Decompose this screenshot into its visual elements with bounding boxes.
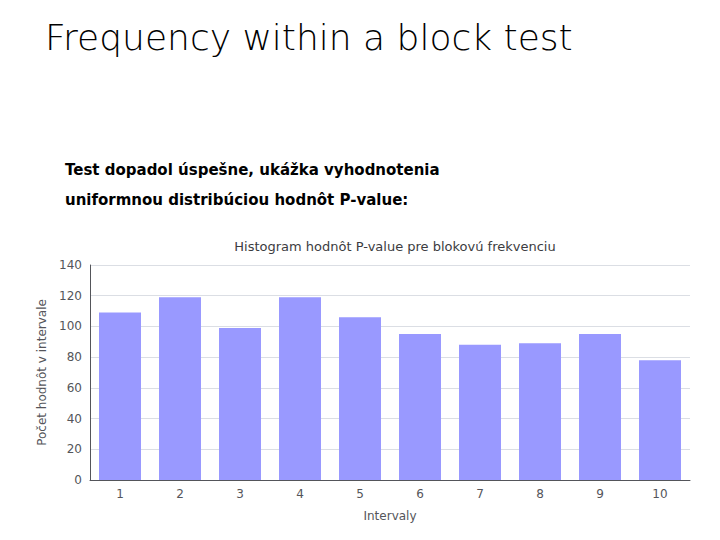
svg-text:2: 2 <box>176 487 184 501</box>
svg-text:Intervaly: Intervaly <box>363 509 416 523</box>
svg-text:5: 5 <box>356 487 364 501</box>
svg-text:Test dopadol úspešne, ukážka v: Test dopadol úspešne, ukážka vyhodnoteni… <box>65 161 440 179</box>
svg-text:140: 140 <box>59 258 82 272</box>
svg-text:40: 40 <box>67 412 82 426</box>
svg-text:80: 80 <box>67 350 82 364</box>
svg-text:10: 10 <box>652 487 667 501</box>
svg-text:Histogram hodnôt P-value pre b: Histogram hodnôt P-value pre blokovú fre… <box>234 239 555 254</box>
svg-text:7: 7 <box>476 487 484 501</box>
svg-text:4: 4 <box>296 487 304 501</box>
svg-text:Frequency within a block test: Frequency within a block test <box>45 17 573 58</box>
svg-text:1: 1 <box>116 487 124 501</box>
svg-text:100: 100 <box>59 319 82 333</box>
svg-text:60: 60 <box>67 381 82 395</box>
svg-text:3: 3 <box>236 487 244 501</box>
svg-text:6: 6 <box>416 487 424 501</box>
svg-text:uniformnou distribúciou hodnôt: uniformnou distribúciou hodnôt P-value: <box>65 191 408 209</box>
svg-text:0: 0 <box>74 473 82 487</box>
svg-text:8: 8 <box>536 487 544 501</box>
svg-text:120: 120 <box>59 289 82 303</box>
svg-text:Počet hodnôt v intervale: Počet hodnôt v intervale <box>35 299 49 446</box>
svg-text:9: 9 <box>596 487 604 501</box>
svg-text:20: 20 <box>67 442 82 456</box>
